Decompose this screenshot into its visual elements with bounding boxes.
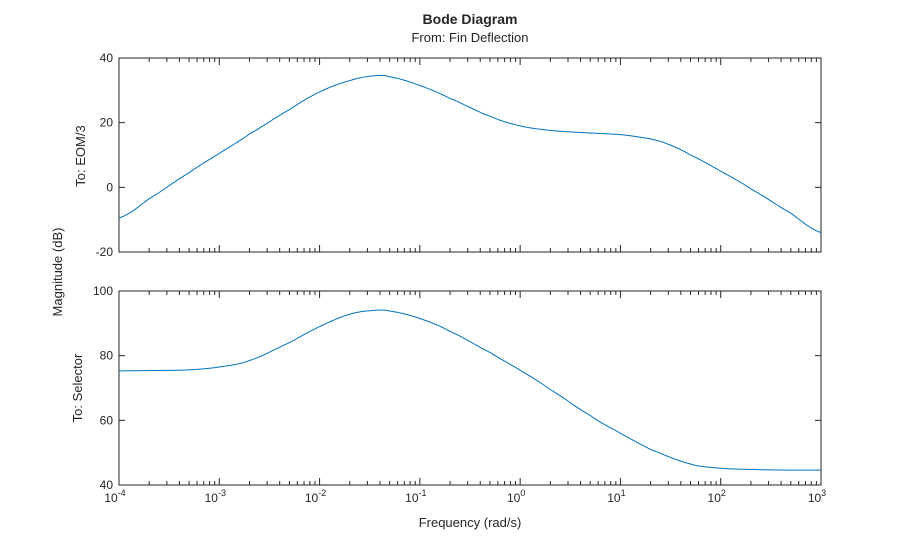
magnitude-curve bbox=[118, 74, 822, 234]
y-tick-label: 80 bbox=[100, 349, 114, 363]
x-tick-labels: 10-4 10-3 10-2 10-1 100 101 102 103 bbox=[104, 488, 826, 505]
plot-frame bbox=[118, 57, 822, 253]
x-tick-label: 102 bbox=[708, 488, 726, 505]
y-tick-label: 60 bbox=[100, 413, 114, 427]
y-tick-label: 0 bbox=[106, 180, 113, 194]
magnitude-panel-eom: -20 0 20 40 bbox=[96, 51, 822, 259]
y-tick-label: 40 bbox=[100, 51, 114, 65]
magnitude-panel-selector: 40 60 80 100 bbox=[93, 284, 822, 492]
chart-title: Bode Diagram bbox=[423, 11, 518, 27]
panel-1-output-label: To: EOM/3 bbox=[73, 125, 88, 186]
y-tick-label: 40 bbox=[100, 478, 114, 492]
y-tick-label: 100 bbox=[93, 284, 113, 298]
magnitude-curve bbox=[118, 309, 821, 471]
y-tick-label: 20 bbox=[100, 116, 114, 130]
y-tick-label: -20 bbox=[96, 245, 114, 259]
x-tick-label: 10-2 bbox=[305, 488, 326, 505]
y-axis-label: Magnitude (dB) bbox=[50, 228, 65, 317]
x-tick-label: 10-1 bbox=[405, 488, 426, 505]
x-axis-label: Frequency (rad/s) bbox=[419, 515, 522, 530]
x-tick-label: 10-3 bbox=[205, 488, 226, 505]
plot-frame bbox=[118, 290, 822, 486]
x-tick-label: 101 bbox=[607, 488, 625, 505]
x-tick-label: 10-4 bbox=[104, 488, 125, 505]
panel-2-output-label: To: Selector bbox=[70, 353, 85, 422]
x-tick-label: 100 bbox=[507, 488, 525, 505]
x-tick-label: 103 bbox=[808, 488, 826, 505]
chart-subtitle: From: Fin Deflection bbox=[411, 30, 528, 45]
